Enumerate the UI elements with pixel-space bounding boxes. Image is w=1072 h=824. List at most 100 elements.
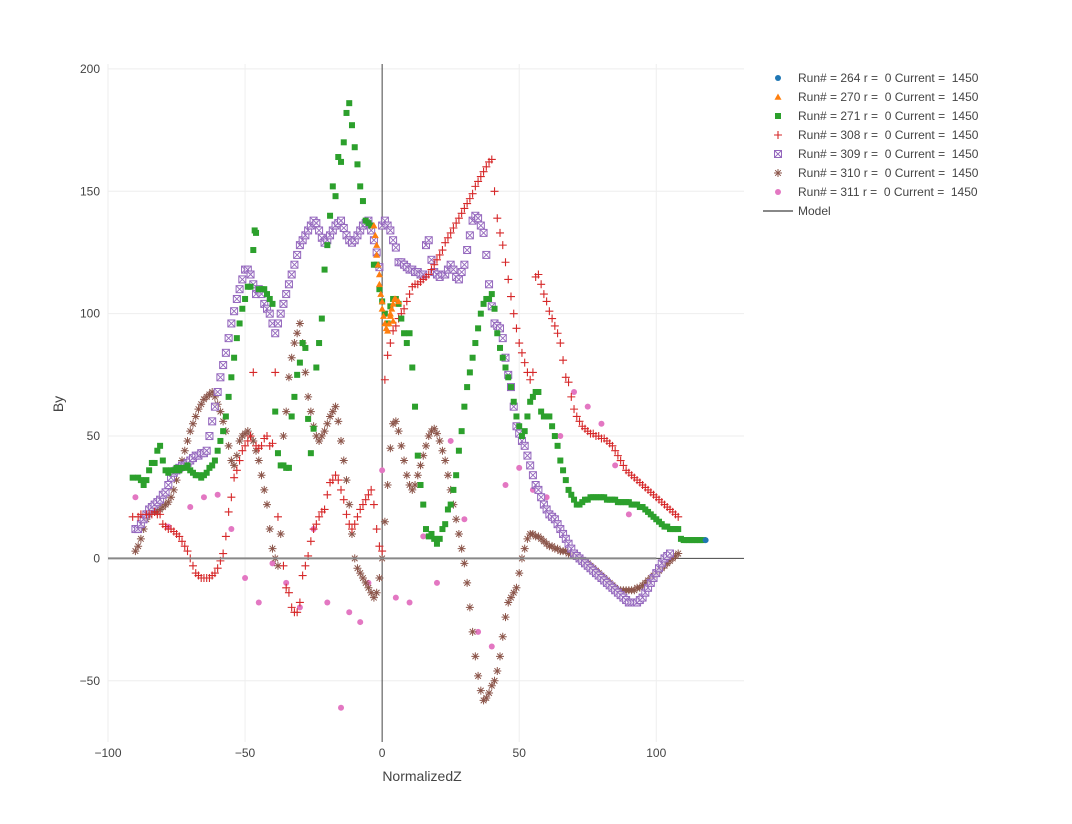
legend-item-0[interactable]: Run# = 264 r = 0 Current = 1450 [775, 71, 979, 85]
data-point [136, 534, 145, 543]
data-point [537, 493, 546, 502]
data-point [562, 477, 569, 484]
data-point-shape [214, 447, 221, 454]
series-5[interactable] [131, 319, 683, 705]
data-point-shape [342, 476, 351, 485]
series-0[interactable] [702, 537, 709, 544]
data-point [320, 427, 329, 436]
data-point-shape [209, 462, 216, 469]
data-point-shape [249, 368, 258, 377]
data-point-shape [307, 450, 314, 457]
data-point [301, 561, 310, 570]
data-point [296, 604, 303, 611]
legend-item-2[interactable]: Run# = 271 r = 0 Current = 1450 [775, 109, 979, 123]
data-point-shape [288, 413, 295, 420]
data-point [283, 579, 290, 586]
data-point [230, 307, 239, 316]
data-point [455, 447, 462, 454]
data-point [420, 501, 427, 508]
data-point [243, 436, 252, 445]
data-point-shape [524, 413, 531, 420]
legend-item-6[interactable]: Run# = 311 r = 0 Current = 1450 [775, 185, 978, 199]
legend-label: Model [798, 204, 831, 218]
data-point-shape [261, 286, 268, 293]
data-point [295, 319, 304, 328]
series-2[interactable] [129, 100, 706, 547]
data-point [279, 299, 288, 308]
data-point-shape [231, 354, 238, 361]
data-point-shape [542, 297, 551, 306]
data-point-shape [405, 290, 414, 299]
data-point [219, 549, 228, 558]
data-point [263, 500, 271, 509]
data-point-shape [367, 588, 376, 597]
data-point [499, 354, 506, 361]
data-point-shape [513, 413, 520, 420]
data-point-shape [230, 461, 239, 470]
data-point [254, 456, 263, 465]
data-point [375, 270, 383, 278]
data-point-shape [433, 579, 440, 586]
data-point-shape [285, 464, 292, 471]
data-point-shape [516, 423, 523, 430]
series-3[interactable] [128, 155, 683, 617]
data-point-shape [296, 359, 303, 366]
data-point [282, 407, 291, 416]
legend-item-5[interactable]: Run# = 310 r = 0 Current = 1450 [774, 166, 979, 180]
data-point-shape [490, 187, 499, 196]
data-point [183, 436, 192, 445]
data-point [674, 549, 683, 558]
series-1[interactable] [370, 222, 403, 334]
legend[interactable]: Run# = 264 r = 0 Current = 1450 Run# = 27… [763, 71, 979, 218]
data-point [312, 432, 321, 441]
data-point [287, 270, 296, 279]
data-point [466, 369, 473, 376]
data-point [383, 351, 392, 360]
data-point [214, 447, 221, 454]
data-point-shape [398, 315, 405, 322]
data-point-shape [412, 403, 419, 410]
data-point [246, 432, 255, 441]
data-point [342, 510, 351, 519]
data-point [353, 512, 362, 521]
data-point-shape [534, 486, 543, 494]
data-point-shape [183, 436, 192, 445]
data-point [224, 441, 233, 450]
data-point-shape [408, 485, 417, 494]
data-point-shape [213, 564, 222, 573]
data-point [538, 408, 545, 415]
data-point [221, 348, 230, 357]
data-point-shape [512, 324, 521, 333]
legend-item-7[interactable]: Model [763, 204, 831, 218]
data-point [403, 340, 410, 347]
data-point [389, 317, 397, 324]
data-point-shape [230, 473, 239, 482]
data-point [242, 295, 249, 302]
legend-item-3[interactable]: Run# = 308 r = 0 Current = 1450 [774, 128, 979, 142]
data-point [323, 419, 332, 428]
data-point-shape [476, 686, 485, 695]
legend-item-4[interactable]: Run# = 309 r = 0 Current = 1450 [774, 147, 979, 161]
data-point-shape [296, 604, 303, 611]
data-point-shape [264, 291, 270, 298]
data-point-shape [537, 280, 546, 289]
legend-item-1[interactable]: Run# = 270 r = 0 Current = 1450 [774, 90, 979, 104]
plot-area[interactable] [108, 100, 709, 711]
data-point [392, 594, 399, 601]
data-point [444, 506, 451, 513]
data-point [493, 214, 502, 223]
data-point [180, 446, 189, 455]
legend-label: Run# = 310 r = 0 Current = 1450 [798, 166, 979, 180]
data-point [253, 229, 260, 236]
data-point [516, 423, 523, 430]
data-point [134, 542, 143, 551]
data-point-shape [216, 407, 225, 416]
data-point [202, 446, 211, 455]
data-point [435, 436, 444, 445]
data-point-shape [439, 526, 446, 533]
data-point-shape [337, 485, 346, 494]
data-point [358, 574, 367, 583]
series-4[interactable] [131, 211, 674, 607]
data-point [608, 441, 617, 450]
data-point [274, 450, 281, 457]
